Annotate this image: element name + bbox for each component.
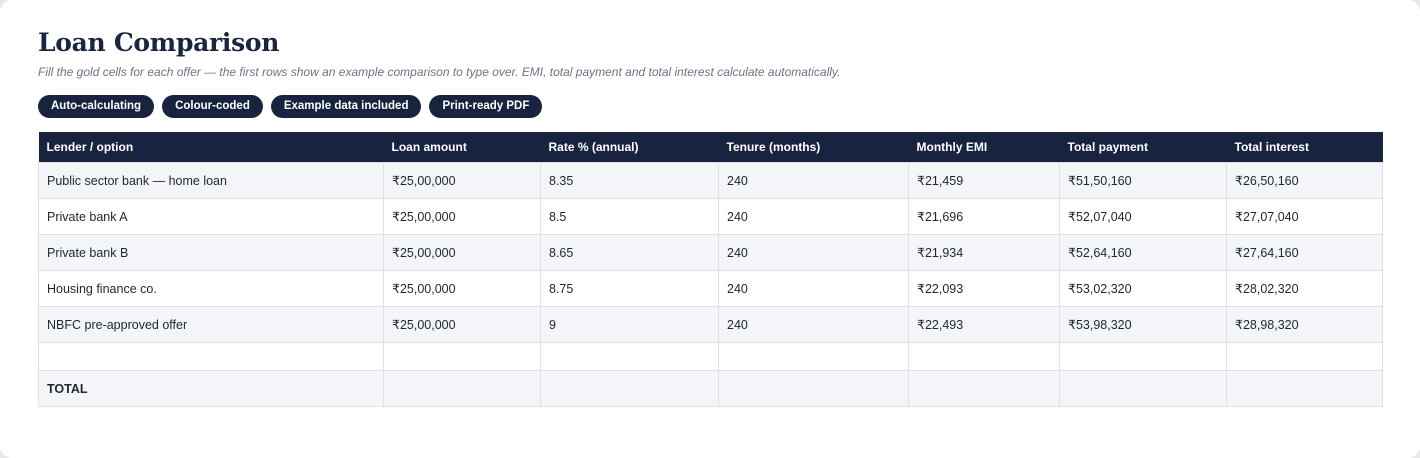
- cell-tenure[interactable]: 240: [718, 306, 909, 343]
- column-header-tenure: Tenure (months): [718, 132, 909, 163]
- cell-monthly-emi: ₹21,696: [908, 198, 1060, 235]
- cell-total-interest: ₹27,64,160: [1226, 234, 1383, 271]
- empty-cell[interactable]: [540, 342, 719, 371]
- page-subtitle: Fill the gold cells for each offer — the…: [38, 65, 841, 79]
- empty-table-row: [38, 342, 1383, 371]
- badge-auto-calculating: Auto-calculating: [38, 95, 155, 118]
- empty-cell: [1226, 342, 1383, 371]
- column-header-loan-amount: Loan amount: [383, 132, 541, 163]
- total-cell-total-payment: [1059, 370, 1227, 407]
- feature-badges: Auto-calculating Colour-coded Example da…: [38, 95, 543, 118]
- cell-loan-amount[interactable]: ₹25,00,000: [383, 234, 541, 271]
- cell-monthly-emi: ₹22,093: [908, 270, 1060, 307]
- empty-cell[interactable]: [383, 342, 541, 371]
- total-cell-tenure: [718, 370, 909, 407]
- column-header-total-interest: Total interest: [1226, 132, 1383, 163]
- column-header-total-payment: Total payment: [1059, 132, 1227, 163]
- total-label: TOTAL: [38, 370, 384, 407]
- total-cell-rate: [540, 370, 719, 407]
- total-cell-total-interest: [1226, 370, 1383, 407]
- table-row: NBFC pre-approved offer ₹25,00,000 9 240…: [38, 306, 1383, 343]
- total-cell-loan-amount: [383, 370, 541, 407]
- cell-loan-amount[interactable]: ₹25,00,000: [383, 270, 541, 307]
- column-header-rate: Rate % (annual): [540, 132, 719, 163]
- cell-monthly-emi: ₹22,493: [908, 306, 1060, 343]
- empty-cell[interactable]: [718, 342, 909, 371]
- table-header-row: Lender / option Loan amount Rate % (annu…: [38, 132, 1383, 163]
- cell-tenure[interactable]: 240: [718, 198, 909, 235]
- cell-rate[interactable]: 8.35: [540, 162, 719, 199]
- cell-tenure[interactable]: 240: [718, 162, 909, 199]
- total-row: TOTAL: [38, 370, 1383, 407]
- badge-colour-coded: Colour-coded: [162, 95, 263, 118]
- cell-lender[interactable]: Housing finance co.: [38, 270, 384, 307]
- cell-total-interest: ₹28,02,320: [1226, 270, 1383, 307]
- cell-rate[interactable]: 8.65: [540, 234, 719, 271]
- cell-lender[interactable]: NBFC pre-approved offer: [38, 306, 384, 343]
- badge-example-data: Example data included: [270, 95, 422, 118]
- cell-rate[interactable]: 8.75: [540, 270, 719, 307]
- cell-total-interest: ₹28,98,320: [1226, 306, 1383, 343]
- cell-total-payment: ₹52,64,160: [1059, 234, 1227, 271]
- cell-lender[interactable]: Public sector bank — home loan: [38, 162, 384, 199]
- table-row: Private bank A ₹25,00,000 8.5 240 ₹21,69…: [38, 198, 1383, 235]
- cell-loan-amount[interactable]: ₹25,00,000: [383, 162, 541, 199]
- cell-total-payment: ₹53,98,320: [1059, 306, 1227, 343]
- badge-print-ready-pdf: Print-ready PDF: [429, 95, 543, 118]
- empty-cell[interactable]: [38, 342, 384, 371]
- cell-tenure[interactable]: 240: [718, 270, 909, 307]
- cell-rate[interactable]: 9: [540, 306, 719, 343]
- empty-cell: [1059, 342, 1227, 371]
- empty-cell: [908, 342, 1060, 371]
- cell-total-payment: ₹51,50,160: [1059, 162, 1227, 199]
- loan-comparison-table: Lender / option Loan amount Rate % (annu…: [38, 132, 1383, 407]
- cell-loan-amount[interactable]: ₹25,00,000: [383, 198, 541, 235]
- cell-tenure[interactable]: 240: [718, 234, 909, 271]
- table-row: Housing finance co. ₹25,00,000 8.75 240 …: [38, 270, 1383, 307]
- total-cell-monthly-emi: [908, 370, 1060, 407]
- cell-total-payment: ₹53,02,320: [1059, 270, 1227, 307]
- column-header-lender: Lender / option: [38, 132, 384, 163]
- column-header-monthly-emi: Monthly EMI: [908, 132, 1060, 163]
- cell-lender[interactable]: Private bank A: [38, 198, 384, 235]
- page-title: Loan Comparison: [38, 28, 280, 57]
- cell-total-payment: ₹52,07,040: [1059, 198, 1227, 235]
- table-row: Private bank B ₹25,00,000 8.65 240 ₹21,9…: [38, 234, 1383, 271]
- cell-monthly-emi: ₹21,934: [908, 234, 1060, 271]
- cell-loan-amount[interactable]: ₹25,00,000: [383, 306, 541, 343]
- cell-total-interest: ₹26,50,160: [1226, 162, 1383, 199]
- table-row: Public sector bank — home loan ₹25,00,00…: [38, 162, 1383, 199]
- cell-lender[interactable]: Private bank B: [38, 234, 384, 271]
- cell-total-interest: ₹27,07,040: [1226, 198, 1383, 235]
- cell-rate[interactable]: 8.5: [540, 198, 719, 235]
- cell-monthly-emi: ₹21,459: [908, 162, 1060, 199]
